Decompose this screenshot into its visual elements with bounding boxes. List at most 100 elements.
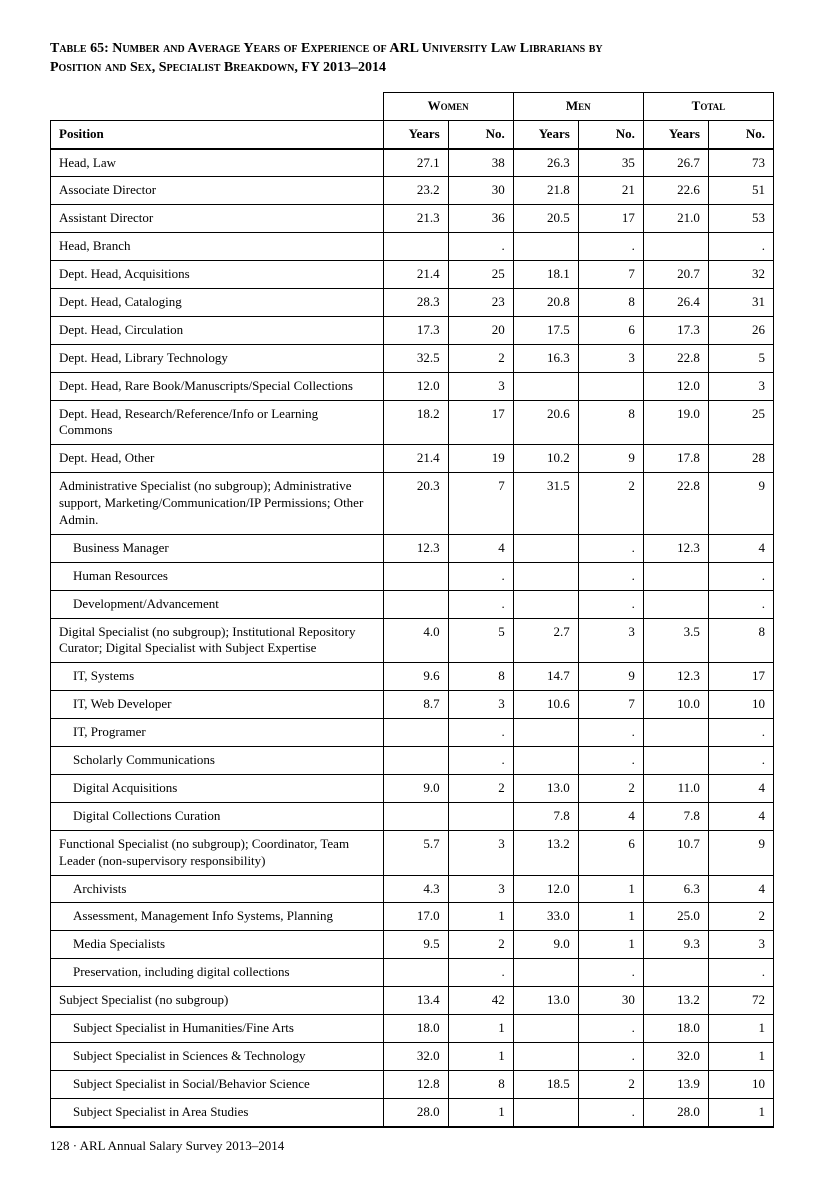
cell-men-no: . [578,562,643,590]
cell-men-years [513,959,578,987]
title-line-2: Position and Sex, Specialist Breakdown, … [50,60,386,75]
table-row: Preservation, including digital collecti… [51,959,774,987]
data-table: Women Men Total Position Years No. Years… [50,92,774,1128]
header-total: Total [643,92,773,120]
cell-men-no: . [578,590,643,618]
cell-total-years: 19.0 [643,400,708,445]
cell-men-years: 20.5 [513,205,578,233]
cell-total-no: . [708,233,773,261]
cell-total-years [643,233,708,261]
cell-total-years: 12.0 [643,372,708,400]
cell-men-years: 20.8 [513,289,578,317]
cell-men-no: . [578,959,643,987]
cell-total-years: 10.7 [643,830,708,875]
cell-women-no: 3 [448,372,513,400]
cell-men-no: 35 [578,149,643,177]
cell-women-no: 2 [448,774,513,802]
cell-men-years: 12.0 [513,875,578,903]
cell-women-no: 3 [448,830,513,875]
table-row: Media Specialists9.529.019.33 [51,931,774,959]
cell-men-years: 21.8 [513,177,578,205]
cell-women-years: 9.5 [383,931,448,959]
cell-women-years: 32.0 [383,1042,448,1070]
cell-total-no: 4 [708,534,773,562]
cell-total-no: 26 [708,316,773,344]
cell-total-years: 12.3 [643,534,708,562]
cell-pos: Subject Specialist in Humanities/Fine Ar… [51,1014,384,1042]
cell-pos: Scholarly Communications [51,747,384,775]
cell-men-years: 13.0 [513,774,578,802]
cell-women-no: 1 [448,1098,513,1126]
table-row: IT, Web Developer8.7310.6710.010 [51,691,774,719]
cell-women-no: 3 [448,875,513,903]
cell-men-years: 31.5 [513,473,578,535]
cell-men-years [513,1042,578,1070]
table-row: Subject Specialist (no subgroup)13.44213… [51,987,774,1015]
cell-total-no: 31 [708,289,773,317]
table-row: Dept. Head, Other21.41910.2917.828 [51,445,774,473]
cell-women-no: 38 [448,149,513,177]
cell-women-no: . [448,233,513,261]
cell-women-no: . [448,719,513,747]
cell-women-years: 17.3 [383,316,448,344]
cell-total-years: 10.0 [643,691,708,719]
cell-pos: Functional Specialist (no subgroup); Coo… [51,830,384,875]
cell-total-no: 1 [708,1014,773,1042]
cell-pos: Dept. Head, Research/Reference/Info or L… [51,400,384,445]
cell-women-years: 21.4 [383,261,448,289]
cell-men-no: 1 [578,903,643,931]
cell-men-no: . [578,719,643,747]
cell-women-no: 4 [448,534,513,562]
cell-men-years: 9.0 [513,931,578,959]
cell-women-no: 42 [448,987,513,1015]
page-footer: 128 · ARL Annual Salary Survey 2013–2014 [50,1138,774,1154]
cell-men-years: 16.3 [513,344,578,372]
cell-men-no: 3 [578,618,643,663]
cell-women-no: 19 [448,445,513,473]
cell-total-years: 6.3 [643,875,708,903]
cell-total-years: 9.3 [643,931,708,959]
cell-women-no: . [448,562,513,590]
cell-women-years [383,233,448,261]
cell-total-no: 72 [708,987,773,1015]
cell-men-no: 2 [578,774,643,802]
cell-total-no: 10 [708,1070,773,1098]
cell-men-years: 14.7 [513,663,578,691]
cell-pos: Archivists [51,875,384,903]
table-row: Head, Law27.13826.33526.773 [51,149,774,177]
cell-pos: Dept. Head, Rare Book/Manuscripts/Specia… [51,372,384,400]
header-men-years: Years [513,120,578,148]
cell-men-no: 6 [578,316,643,344]
cell-total-years: 26.4 [643,289,708,317]
cell-total-no: . [708,590,773,618]
table-row: Functional Specialist (no subgroup); Coo… [51,830,774,875]
table-row: Dept. Head, Circulation17.32017.5617.326 [51,316,774,344]
cell-total-years [643,562,708,590]
cell-pos: Subject Specialist (no subgroup) [51,987,384,1015]
cell-men-no: 7 [578,261,643,289]
cell-men-no: 6 [578,830,643,875]
cell-total-no: 28 [708,445,773,473]
table-row: Dept. Head, Cataloging28.32320.8826.431 [51,289,774,317]
cell-total-no: 1 [708,1042,773,1070]
cell-total-years [643,719,708,747]
cell-pos: IT, Web Developer [51,691,384,719]
cell-pos: Digital Specialist (no subgroup); Instit… [51,618,384,663]
cell-men-years [513,747,578,775]
cell-pos: Development/Advancement [51,590,384,618]
cell-women-no: 5 [448,618,513,663]
cell-men-years [513,562,578,590]
cell-women-no: 1 [448,1014,513,1042]
cell-women-no: 8 [448,1070,513,1098]
table-row: Scholarly Communications... [51,747,774,775]
cell-men-no: . [578,1098,643,1126]
cell-women-years: 8.7 [383,691,448,719]
table-row: Dept. Head, Library Technology32.5216.33… [51,344,774,372]
cell-women-no: 17 [448,400,513,445]
cell-men-years [513,233,578,261]
table-row: Archivists4.3312.016.34 [51,875,774,903]
table-row: Business Manager12.34.12.34 [51,534,774,562]
cell-women-years: 9.6 [383,663,448,691]
cell-men-years: 13.0 [513,987,578,1015]
cell-total-years: 13.9 [643,1070,708,1098]
